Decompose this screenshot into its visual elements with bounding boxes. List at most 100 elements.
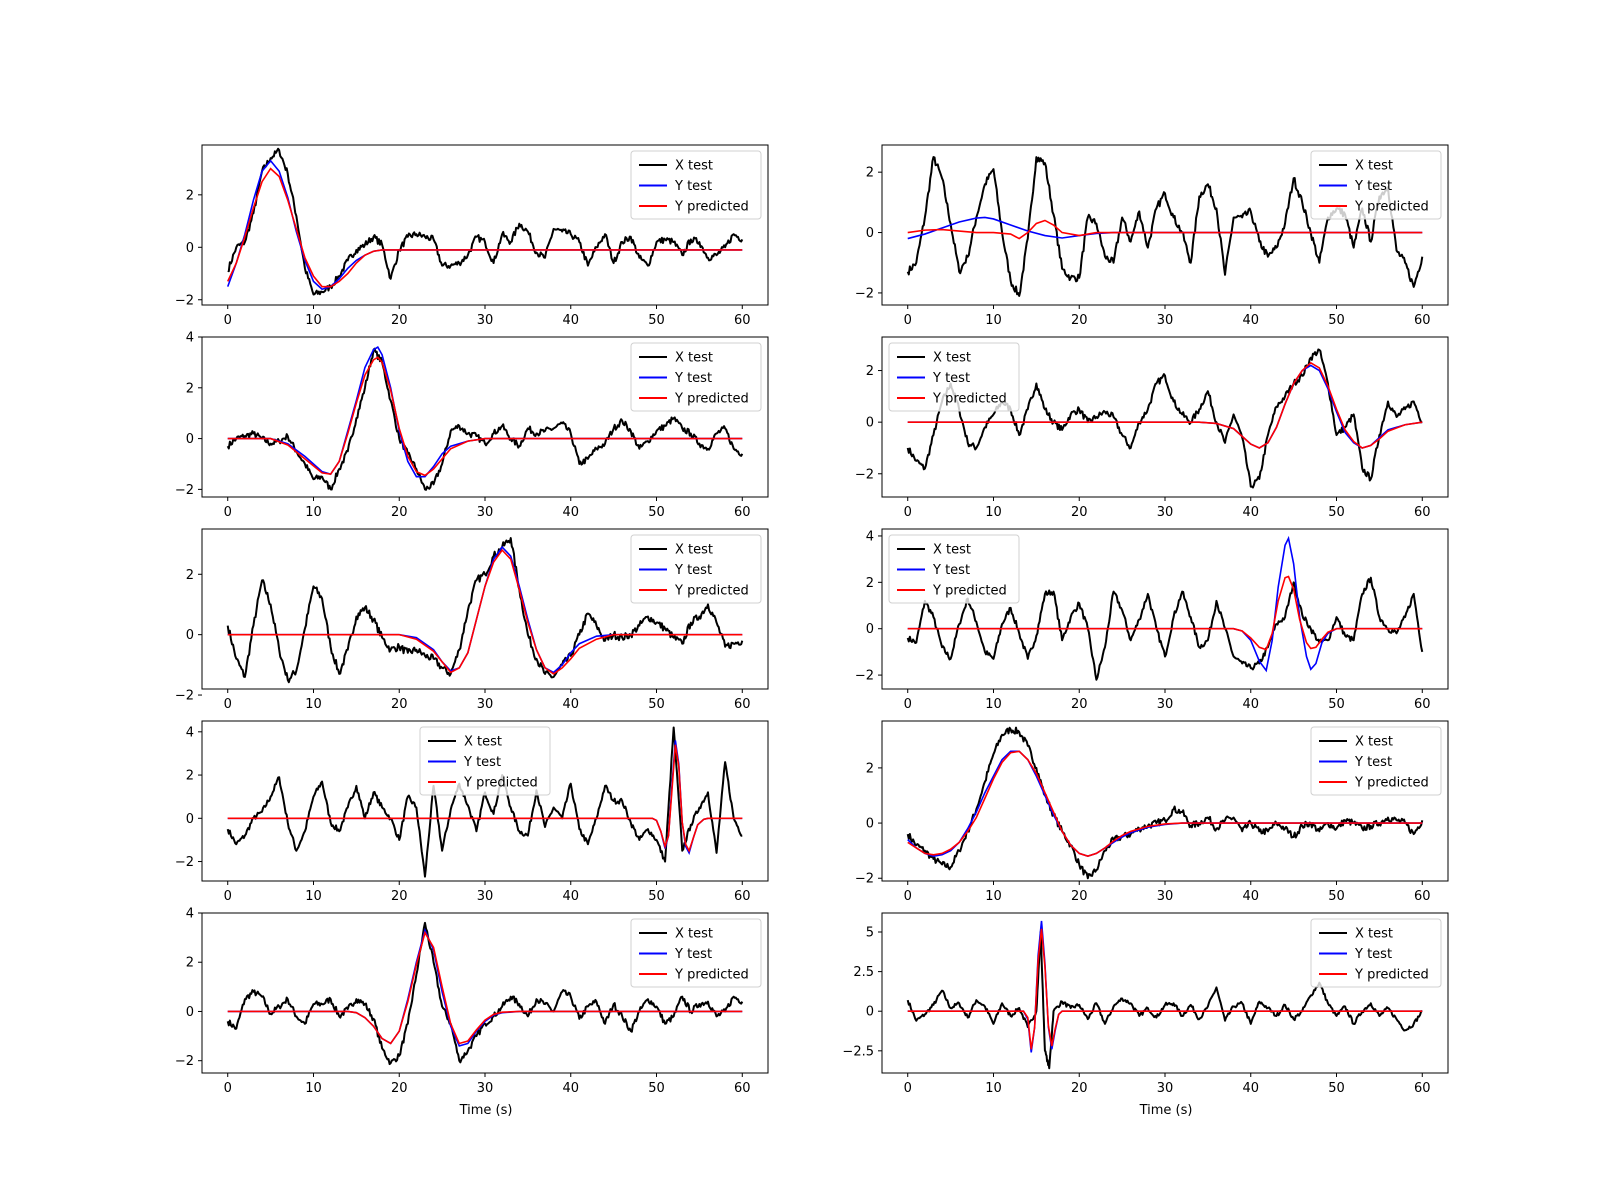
xlabel-left: Time (s) xyxy=(459,1103,513,1118)
legend-entry-y-test: Y test xyxy=(674,371,712,386)
xlabel-right: Time (s) xyxy=(1139,1103,1193,1118)
x-tick-label: 20 xyxy=(1071,1081,1088,1096)
x-tick-label: 60 xyxy=(1414,505,1431,520)
y-tick-label: 0 xyxy=(866,622,874,637)
x-tick-label: 50 xyxy=(1328,697,1345,712)
x-tick-label: 10 xyxy=(305,1081,322,1096)
x-tick-label: 60 xyxy=(734,889,751,904)
y-tick-label: −2 xyxy=(175,293,194,308)
y-tick-label: 2 xyxy=(186,956,194,971)
x-tick-label: 60 xyxy=(734,1081,751,1096)
x-tick-label: 10 xyxy=(305,505,322,520)
legend: X test Y test Y predicted xyxy=(419,726,551,796)
x-tick-label: 20 xyxy=(1071,697,1088,712)
x-tick-label: 40 xyxy=(562,697,579,712)
y-tick-label: 2 xyxy=(186,568,194,583)
legend-box xyxy=(630,534,762,604)
subplot-4: 0 10 20 30 40 50 60 −2 0 2 X test Y test Y predicted xyxy=(855,336,1449,520)
legend-entry-x-test: X test xyxy=(933,351,971,366)
y-tick-label: 0 xyxy=(866,817,874,832)
legend-entry-y-predicted: Y predicted xyxy=(674,200,749,215)
x-tick-label: 40 xyxy=(562,1081,579,1096)
series-y-test-line xyxy=(907,535,1423,673)
y-tick-label: −2 xyxy=(855,669,874,684)
y-tick-label: 2 xyxy=(186,188,194,203)
legend-box xyxy=(419,726,551,796)
legend-entry-x-test: X test xyxy=(675,159,713,174)
series-y-predicted-line xyxy=(227,930,743,1045)
subplot-8: 0 10 20 30 40 50 60 −2 0 2 X test Y test Y predicted xyxy=(855,720,1449,904)
y-tick-label: 4 xyxy=(186,725,194,740)
y-tick-label: 5 xyxy=(866,926,874,941)
legend-entry-x-test: X test xyxy=(464,735,502,750)
legend-box xyxy=(630,342,762,412)
legend-box xyxy=(888,342,1020,412)
y-tick-label: −2 xyxy=(175,483,194,498)
legend-entry-y-test: Y test xyxy=(674,947,712,962)
y-tick-label: 2.5 xyxy=(853,965,874,980)
x-tick-label: 20 xyxy=(391,697,408,712)
subplot-7: 0 10 20 30 40 50 60 −2 0 2 4 X test Y test Y predicte… xyxy=(175,720,769,904)
y-tick-label: 2 xyxy=(866,166,874,181)
x-tick-label: 0 xyxy=(224,313,232,328)
legend-entry-y-test: Y test xyxy=(932,563,970,578)
legend-entry-x-test: X test xyxy=(1355,735,1393,750)
series-y-predicted-line xyxy=(227,167,743,288)
legend-entry-y-predicted: Y predicted xyxy=(932,584,1007,599)
legend: X test Y test Y predicted xyxy=(630,918,762,988)
x-tick-label: 10 xyxy=(985,1081,1002,1096)
legend-box xyxy=(1310,918,1442,988)
y-tick-label: 4 xyxy=(186,331,194,346)
legend: X test Y test Y predicted xyxy=(888,534,1020,604)
x-tick-label: 10 xyxy=(985,505,1002,520)
series-y-predicted-line xyxy=(227,356,743,477)
x-tick-label: 30 xyxy=(477,505,494,520)
y-tick-label: 0 xyxy=(186,628,194,643)
series-y-predicted-line xyxy=(227,548,743,675)
legend-entry-y-predicted: Y predicted xyxy=(463,776,538,791)
x-tick-label: 20 xyxy=(1071,889,1088,904)
legend-entry-x-test: X test xyxy=(675,351,713,366)
series-y-predicted-line xyxy=(907,575,1423,651)
x-tick-label: 60 xyxy=(1414,889,1431,904)
legend-entry-x-test: X test xyxy=(933,543,971,558)
x-tick-label: 30 xyxy=(1157,697,1174,712)
x-tick-label: 50 xyxy=(648,889,665,904)
y-tick-label: 2 xyxy=(186,769,194,784)
series-x-test-line xyxy=(227,147,744,296)
legend-entry-y-test: Y test xyxy=(1354,947,1392,962)
x-tick-label: 30 xyxy=(1157,1081,1174,1096)
legend-entry-y-predicted: Y predicted xyxy=(674,968,749,983)
y-tick-label: 2 xyxy=(866,576,874,591)
legend-entry-x-test: X test xyxy=(675,543,713,558)
subplot-10: 0 10 20 30 40 50 60 −2.5 0 2.5 5 X test Y test Y pred… xyxy=(842,912,1449,1096)
x-tick-label: 60 xyxy=(734,697,751,712)
x-tick-label: 50 xyxy=(648,697,665,712)
subplot-6: 0 10 20 30 40 50 60 −2 0 2 4 X test Y test Y predicte… xyxy=(855,528,1449,712)
legend: X test Y test Y predicted xyxy=(1310,918,1442,988)
x-tick-label: 50 xyxy=(1328,313,1345,328)
x-tick-label: 30 xyxy=(477,313,494,328)
series-x-test-line xyxy=(226,537,744,684)
legend: X test Y test Y predicted xyxy=(888,342,1020,412)
legend-entry-y-test: Y test xyxy=(1354,179,1392,194)
legend: X test Y test Y predicted xyxy=(1310,726,1442,796)
x-tick-label: 40 xyxy=(562,313,579,328)
legend: X test Y test Y predicted xyxy=(630,342,762,412)
legend-box xyxy=(630,150,762,220)
legend-entry-y-test: Y test xyxy=(463,755,501,770)
legend-entry-y-predicted: Y predicted xyxy=(1354,776,1429,791)
x-tick-label: 50 xyxy=(648,1081,665,1096)
x-tick-label: 40 xyxy=(1242,697,1259,712)
y-tick-label: −2 xyxy=(855,467,874,482)
legend-box xyxy=(1310,150,1442,220)
legend-entry-y-test: Y test xyxy=(674,563,712,578)
y-tick-label: −2.5 xyxy=(842,1044,874,1059)
y-tick-label: −2 xyxy=(855,872,874,887)
legend-box xyxy=(1310,726,1442,796)
x-tick-label: 30 xyxy=(477,889,494,904)
x-tick-label: 50 xyxy=(648,505,665,520)
series-y-predicted-line xyxy=(227,744,743,853)
x-tick-label: 40 xyxy=(562,505,579,520)
series-x-test-line xyxy=(226,921,744,1066)
